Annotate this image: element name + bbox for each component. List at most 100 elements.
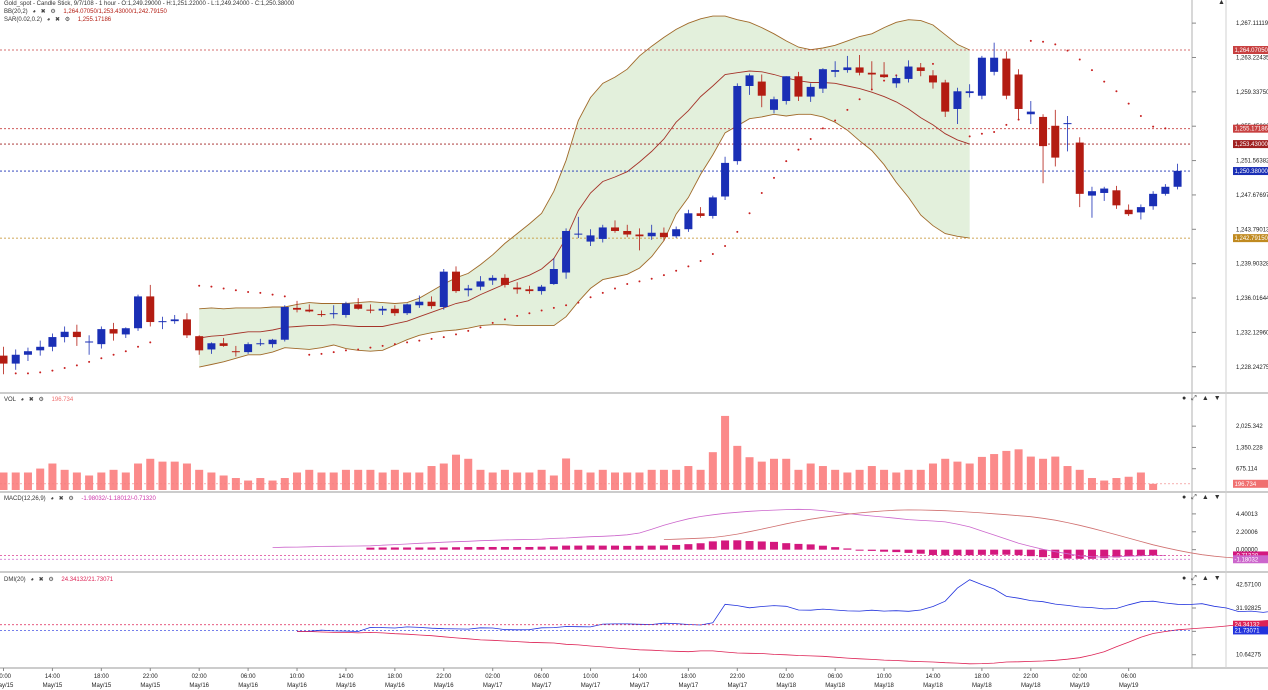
sar-dot (14, 372, 17, 375)
arrow-up-icon[interactable]: ▲ (1201, 395, 1214, 402)
sar-dot (63, 367, 66, 370)
gear-icon[interactable]: ⚙ (50, 9, 56, 15)
macd-histogram-bar (867, 549, 876, 551)
volume-bar (733, 445, 742, 490)
x-tick-time: 22:00 (1023, 674, 1039, 680)
candle-down (525, 289, 534, 292)
eye-icon[interactable]: ◕ (46, 17, 51, 23)
macd-histogram-bar (708, 541, 717, 550)
macd-histogram-bar (574, 545, 583, 550)
candle-down (354, 304, 363, 309)
dmi-plus-line (296, 579, 1268, 632)
volume-bar (48, 463, 57, 490)
sar-dot (357, 348, 360, 351)
gear-icon[interactable]: ⚙ (64, 17, 71, 23)
volume-bar (562, 458, 571, 490)
candle-up (134, 296, 143, 329)
sar-dot (222, 287, 225, 290)
bollinger-upper-line (199, 15, 970, 310)
sar-dot (1152, 125, 1155, 128)
eye-icon[interactable]: ◕ (50, 496, 54, 502)
volume-bar (23, 472, 32, 490)
x-tick-date: May/16 (238, 683, 258, 689)
volume-bar (611, 472, 619, 490)
restore-icon[interactable]: ● (1182, 494, 1192, 501)
eye-icon[interactable]: ◕ (30, 577, 34, 583)
volume-bar (0, 472, 8, 490)
candle-up (708, 197, 717, 216)
arrow-up-icon[interactable]: ▲ (1201, 494, 1214, 501)
close-icon[interactable]: ✖ (38, 577, 44, 583)
sar-dot (931, 62, 934, 65)
volume-bar (476, 469, 485, 490)
candle-down (182, 319, 191, 336)
bollinger-lower-line (199, 113, 970, 368)
arrow-up-icon[interactable]: ▲ (1218, 0, 1225, 6)
macd-histogram-bar (794, 543, 803, 550)
x-tick-time: 18:00 (387, 674, 403, 680)
volume-bar (109, 469, 118, 490)
x-tick-time: 22:00 (143, 674, 159, 680)
y-tick-label: 2,025.342 (1236, 424, 1263, 430)
volume-bar (525, 472, 534, 490)
volume-bar (880, 469, 889, 490)
macd-histogram-bar (500, 546, 509, 550)
x-tick-time: 14:00 (925, 674, 941, 680)
restore-icon[interactable]: ● (1182, 395, 1192, 402)
gear-icon[interactable]: ⚙ (48, 577, 54, 583)
arrow-down-icon[interactable]: ▼ (1213, 575, 1226, 582)
close-icon[interactable]: ✖ (40, 9, 46, 15)
volume-bar (769, 458, 778, 490)
eye-icon[interactable]: ◕ (20, 397, 25, 403)
sar-dot (1139, 115, 1142, 118)
sar-dot (980, 132, 983, 135)
candle-up (341, 303, 350, 315)
volume-bar (953, 461, 962, 490)
price-level-label: 1,253.43000 (1235, 142, 1268, 148)
volume-bar (195, 469, 204, 490)
candle-down (635, 234, 644, 237)
sar-dot (528, 312, 531, 315)
volume-bar (415, 472, 424, 490)
close-icon[interactable]: ✖ (58, 496, 64, 502)
volume-badge (1233, 479, 1268, 488)
candle-down (366, 309, 375, 311)
maximize-icon[interactable]: ⤢ (1191, 575, 1202, 582)
x-tick-time: 10:00 (583, 674, 599, 680)
candle-up (1100, 188, 1109, 193)
volume-bar (867, 466, 876, 490)
candle-up (598, 227, 607, 239)
maximize-icon[interactable]: ⤢ (1191, 494, 1202, 501)
gear-icon[interactable]: ⚙ (68, 496, 74, 502)
candle-up (121, 328, 130, 335)
maximize-icon[interactable]: ⤢ (1191, 395, 1202, 402)
x-tick-time: 18:00 (974, 674, 990, 680)
macd-last-label: -1.18032 (1235, 557, 1259, 563)
candle-up (843, 67, 852, 71)
candle-up (11, 354, 20, 364)
y-tick-label: 1,228.24275 (1236, 365, 1268, 371)
close-icon[interactable]: ✖ (28, 397, 34, 403)
candle-down (855, 67, 864, 73)
volume-bar (1124, 476, 1133, 490)
volume-bar (941, 458, 950, 490)
macd-histogram-bar (1112, 549, 1121, 558)
x-tick-date: May/19 (1070, 683, 1090, 689)
arrow-down-icon[interactable]: ▼ (1213, 395, 1226, 402)
restore-icon[interactable]: ● (1182, 575, 1192, 582)
eye-icon[interactable]: ◕ (32, 9, 36, 15)
close-icon[interactable]: ✖ (55, 17, 61, 23)
vol-pane-controls: ●⤢▲▼ (1182, 395, 1226, 403)
sar-value: 1,255.17186 (77, 17, 112, 23)
macd-badge (1233, 555, 1268, 564)
arrow-up-icon[interactable]: ▲ (1201, 575, 1214, 582)
candle-up (23, 351, 32, 355)
volume-bar (366, 469, 375, 490)
volume-bar (244, 480, 253, 490)
macd-histogram-bar (562, 545, 571, 550)
gear-icon[interactable]: ⚙ (38, 397, 44, 403)
y-tick-label: 1,350.228 (1236, 445, 1263, 451)
arrow-down-icon[interactable]: ▼ (1213, 494, 1226, 501)
macd-signal-line (663, 509, 1252, 560)
x-tick-date: May/17 (581, 683, 601, 689)
